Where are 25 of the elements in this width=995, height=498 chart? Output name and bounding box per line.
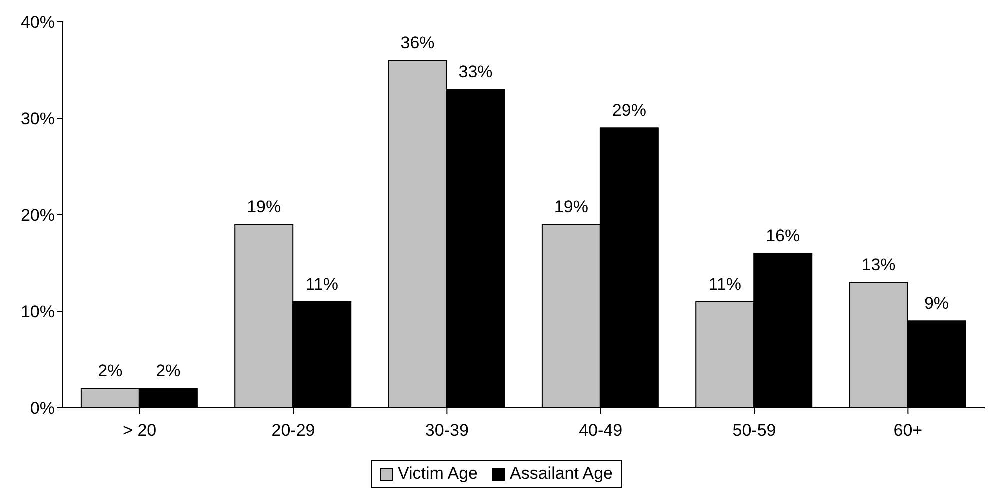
data-label: 9%	[924, 294, 950, 314]
data-label: 19%	[554, 198, 588, 217]
data-label: 2%	[98, 362, 123, 381]
x-tick-label: 60+	[894, 421, 923, 440]
legend-label: Victim Age	[398, 464, 478, 484]
x-tick-label: > 20	[123, 421, 157, 440]
data-label: 36%	[400, 34, 435, 53]
legend-label: Assailant Age	[510, 464, 614, 484]
data-label: 16%	[766, 226, 800, 246]
data-label: 19%	[247, 198, 282, 217]
data-label: 29%	[612, 101, 646, 120]
x-tick-label: 40-49	[579, 421, 623, 440]
y-tick-label: 0%	[30, 399, 55, 418]
data-label: 33%	[458, 62, 493, 82]
y-tick-label: 10%	[20, 302, 55, 322]
data-label: 11%	[708, 274, 742, 294]
x-tick-label: 50-59	[732, 421, 776, 440]
y-tick-label: 30%	[20, 110, 55, 129]
x-tick-label: 30-39	[425, 421, 469, 440]
y-tick-label: 20%	[20, 206, 55, 226]
data-label: 13%	[862, 256, 896, 275]
y-tick-label: 40%	[20, 13, 55, 32]
x-tick-label: 20-29	[272, 421, 316, 440]
data-label: 11%	[306, 274, 338, 294]
data-label: 2%	[156, 362, 181, 381]
